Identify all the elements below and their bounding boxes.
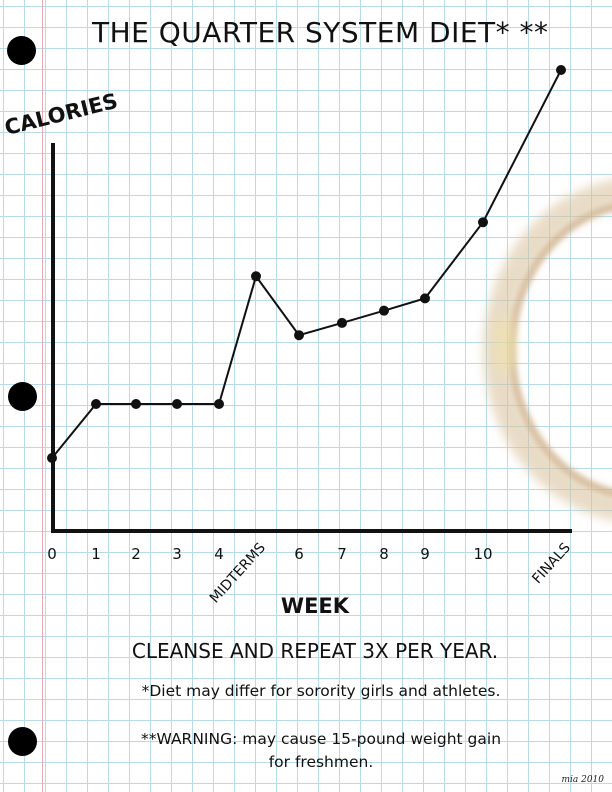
x-tick-label-7: 7 (337, 545, 347, 563)
data-point-7 (337, 317, 347, 328)
binder-hole-top (7, 36, 36, 65)
data-point-2 (131, 398, 141, 409)
data-point-6 (294, 330, 304, 341)
data-point-4 (214, 398, 224, 409)
x-tick-label-6: 6 (294, 545, 304, 563)
notebook-margin-line (42, 0, 43, 792)
chart-title: THE QUARTER SYSTEM DIET* ** (92, 16, 549, 49)
x-tick-label-3: 3 (172, 545, 182, 563)
footnote-warning-line2: for freshmen. (268, 753, 374, 771)
data-point-8 (379, 305, 389, 316)
cleanse-note: CLEANSE AND REPEAT 3X PER YEAR. (131, 639, 499, 663)
x-tick-label-2: 2 (131, 545, 141, 563)
x-axis-label: WEEK (280, 594, 350, 618)
series-line (51, 69, 562, 459)
footnote-warning: **WARNING: may cause 15-pound weight gai… (16, 728, 612, 774)
data-point-5 (251, 271, 261, 282)
data-point-0 (47, 453, 57, 463)
x-tick-label-4: 4 (214, 545, 224, 563)
x-tick-label-0: 0 (47, 545, 57, 563)
x-tick-label-8: 8 (379, 545, 389, 563)
footnote-warning-line1: **WARNING: may cause 15-pound weight gai… (140, 730, 502, 748)
x-tick-label-9: 9 (420, 545, 430, 563)
data-point-9 (420, 293, 430, 304)
footnote-sorority: *Diet may differ for sorority girls and … (141, 682, 501, 700)
data-point-10 (478, 217, 488, 228)
data-point-1 (91, 398, 101, 409)
data-point-11 (556, 65, 566, 75)
binder-hole-bottom (8, 727, 37, 756)
data-point-3 (172, 398, 182, 409)
x-tick-label-1: 1 (91, 545, 101, 563)
x-tick-label-10: 10 (473, 545, 492, 563)
artist-credit: mia 2010 (561, 775, 604, 785)
series-group (47, 65, 566, 463)
x-tick-label-11: FINALS (529, 540, 574, 587)
binder-hole-middle (8, 382, 37, 411)
